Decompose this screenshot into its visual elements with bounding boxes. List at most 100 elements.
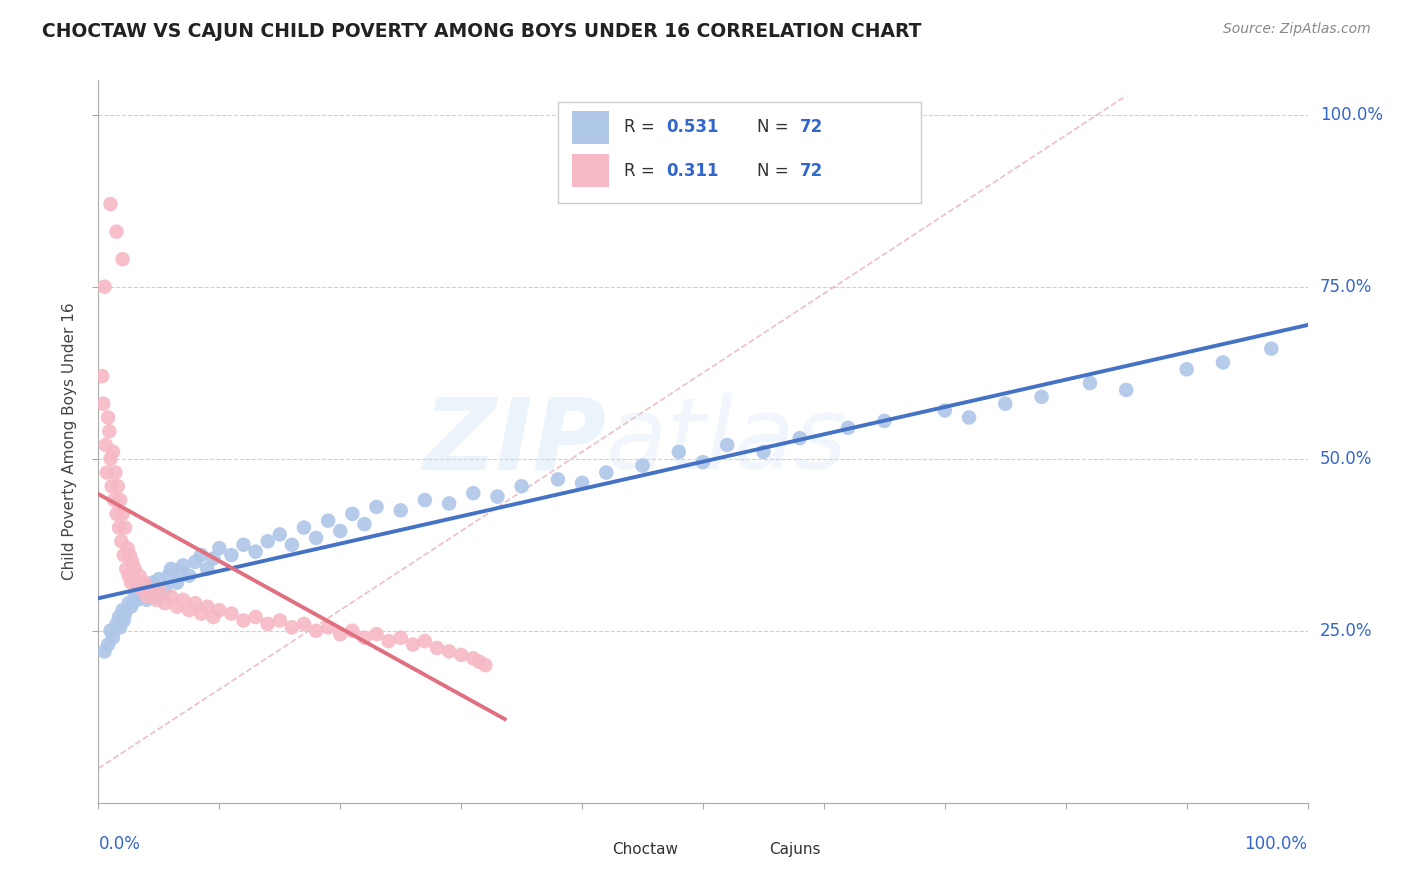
Point [692,455,714,469]
Point [789,431,811,445]
Point [118,548,141,562]
Point [716,438,738,452]
Text: 0.311: 0.311 [666,161,720,179]
Point [148,572,170,586]
Point [668,445,690,459]
Point [179,568,201,582]
Point [118,568,141,582]
Point [184,596,207,610]
Point [329,524,352,538]
Point [148,582,170,597]
Point [389,503,412,517]
Point [1031,390,1053,404]
Text: 72: 72 [800,161,823,179]
Point [110,534,132,549]
Point [98,424,121,438]
Text: 50.0%: 50.0% [1320,450,1372,467]
Point [118,596,141,610]
Point [100,479,122,493]
Point [121,555,143,569]
Point [269,614,291,628]
Point [101,631,124,645]
Point [281,538,304,552]
Point [124,590,146,604]
Point [389,631,412,645]
Point [269,527,291,541]
Point [232,614,254,628]
Point [124,562,146,576]
Point [366,627,388,641]
Point [474,658,496,673]
Point [105,225,128,239]
Point [595,466,617,480]
Point [571,475,593,490]
Point [111,603,134,617]
Point [138,579,160,593]
Point [195,599,218,614]
Text: Cajuns: Cajuns [769,842,821,857]
Point [166,575,188,590]
Point [108,493,131,508]
Point [195,562,218,576]
Point [108,620,131,634]
Point [292,520,315,534]
Point [172,558,194,573]
Point [100,197,122,211]
Text: 0.531: 0.531 [666,119,720,136]
Point [103,493,125,508]
Point [221,607,243,621]
Point [129,582,152,597]
Text: R =: R = [624,161,661,179]
Point [97,638,120,652]
Bar [740,843,772,856]
Point [128,568,150,582]
Point [413,493,436,508]
Point [256,616,278,631]
Text: Source: ZipAtlas.com: Source: ZipAtlas.com [1223,22,1371,37]
Point [994,397,1017,411]
Text: 100.0%: 100.0% [1244,835,1308,854]
Point [190,548,212,562]
Point [1260,342,1282,356]
Point [145,592,167,607]
Point [120,575,142,590]
Point [160,562,183,576]
Point [184,555,207,569]
Point [93,644,115,658]
Point [202,551,225,566]
Point [134,575,156,590]
Point [547,472,569,486]
Point [752,445,775,459]
Point [115,562,138,576]
Point [142,575,165,590]
Point [104,466,127,480]
Point [107,479,129,493]
Text: atlas: atlas [606,393,848,490]
Text: R =: R = [624,119,661,136]
Point [100,624,122,638]
Point [105,507,128,521]
Point [127,592,149,607]
Point [100,451,122,466]
Point [232,538,254,552]
Point [1212,355,1234,369]
Point [172,592,194,607]
Y-axis label: Child Poverty Among Boys Under 16: Child Poverty Among Boys Under 16 [62,302,77,581]
Point [402,638,425,652]
FancyBboxPatch shape [558,102,921,203]
Point [353,631,375,645]
Point [202,610,225,624]
Text: CHOCTAW VS CAJUN CHILD POVERTY AMONG BOYS UNDER 16 CORRELATION CHART: CHOCTAW VS CAJUN CHILD POVERTY AMONG BOY… [42,22,922,41]
Point [117,541,139,556]
Point [94,438,117,452]
Point [169,566,191,580]
Bar [572,111,609,144]
Point [245,544,267,558]
Text: Choctaw: Choctaw [613,842,678,857]
Text: 75.0%: 75.0% [1320,277,1372,296]
Point [413,634,436,648]
Bar [582,843,614,856]
Point [316,620,339,634]
Text: 72: 72 [800,119,823,136]
Point [108,610,131,624]
